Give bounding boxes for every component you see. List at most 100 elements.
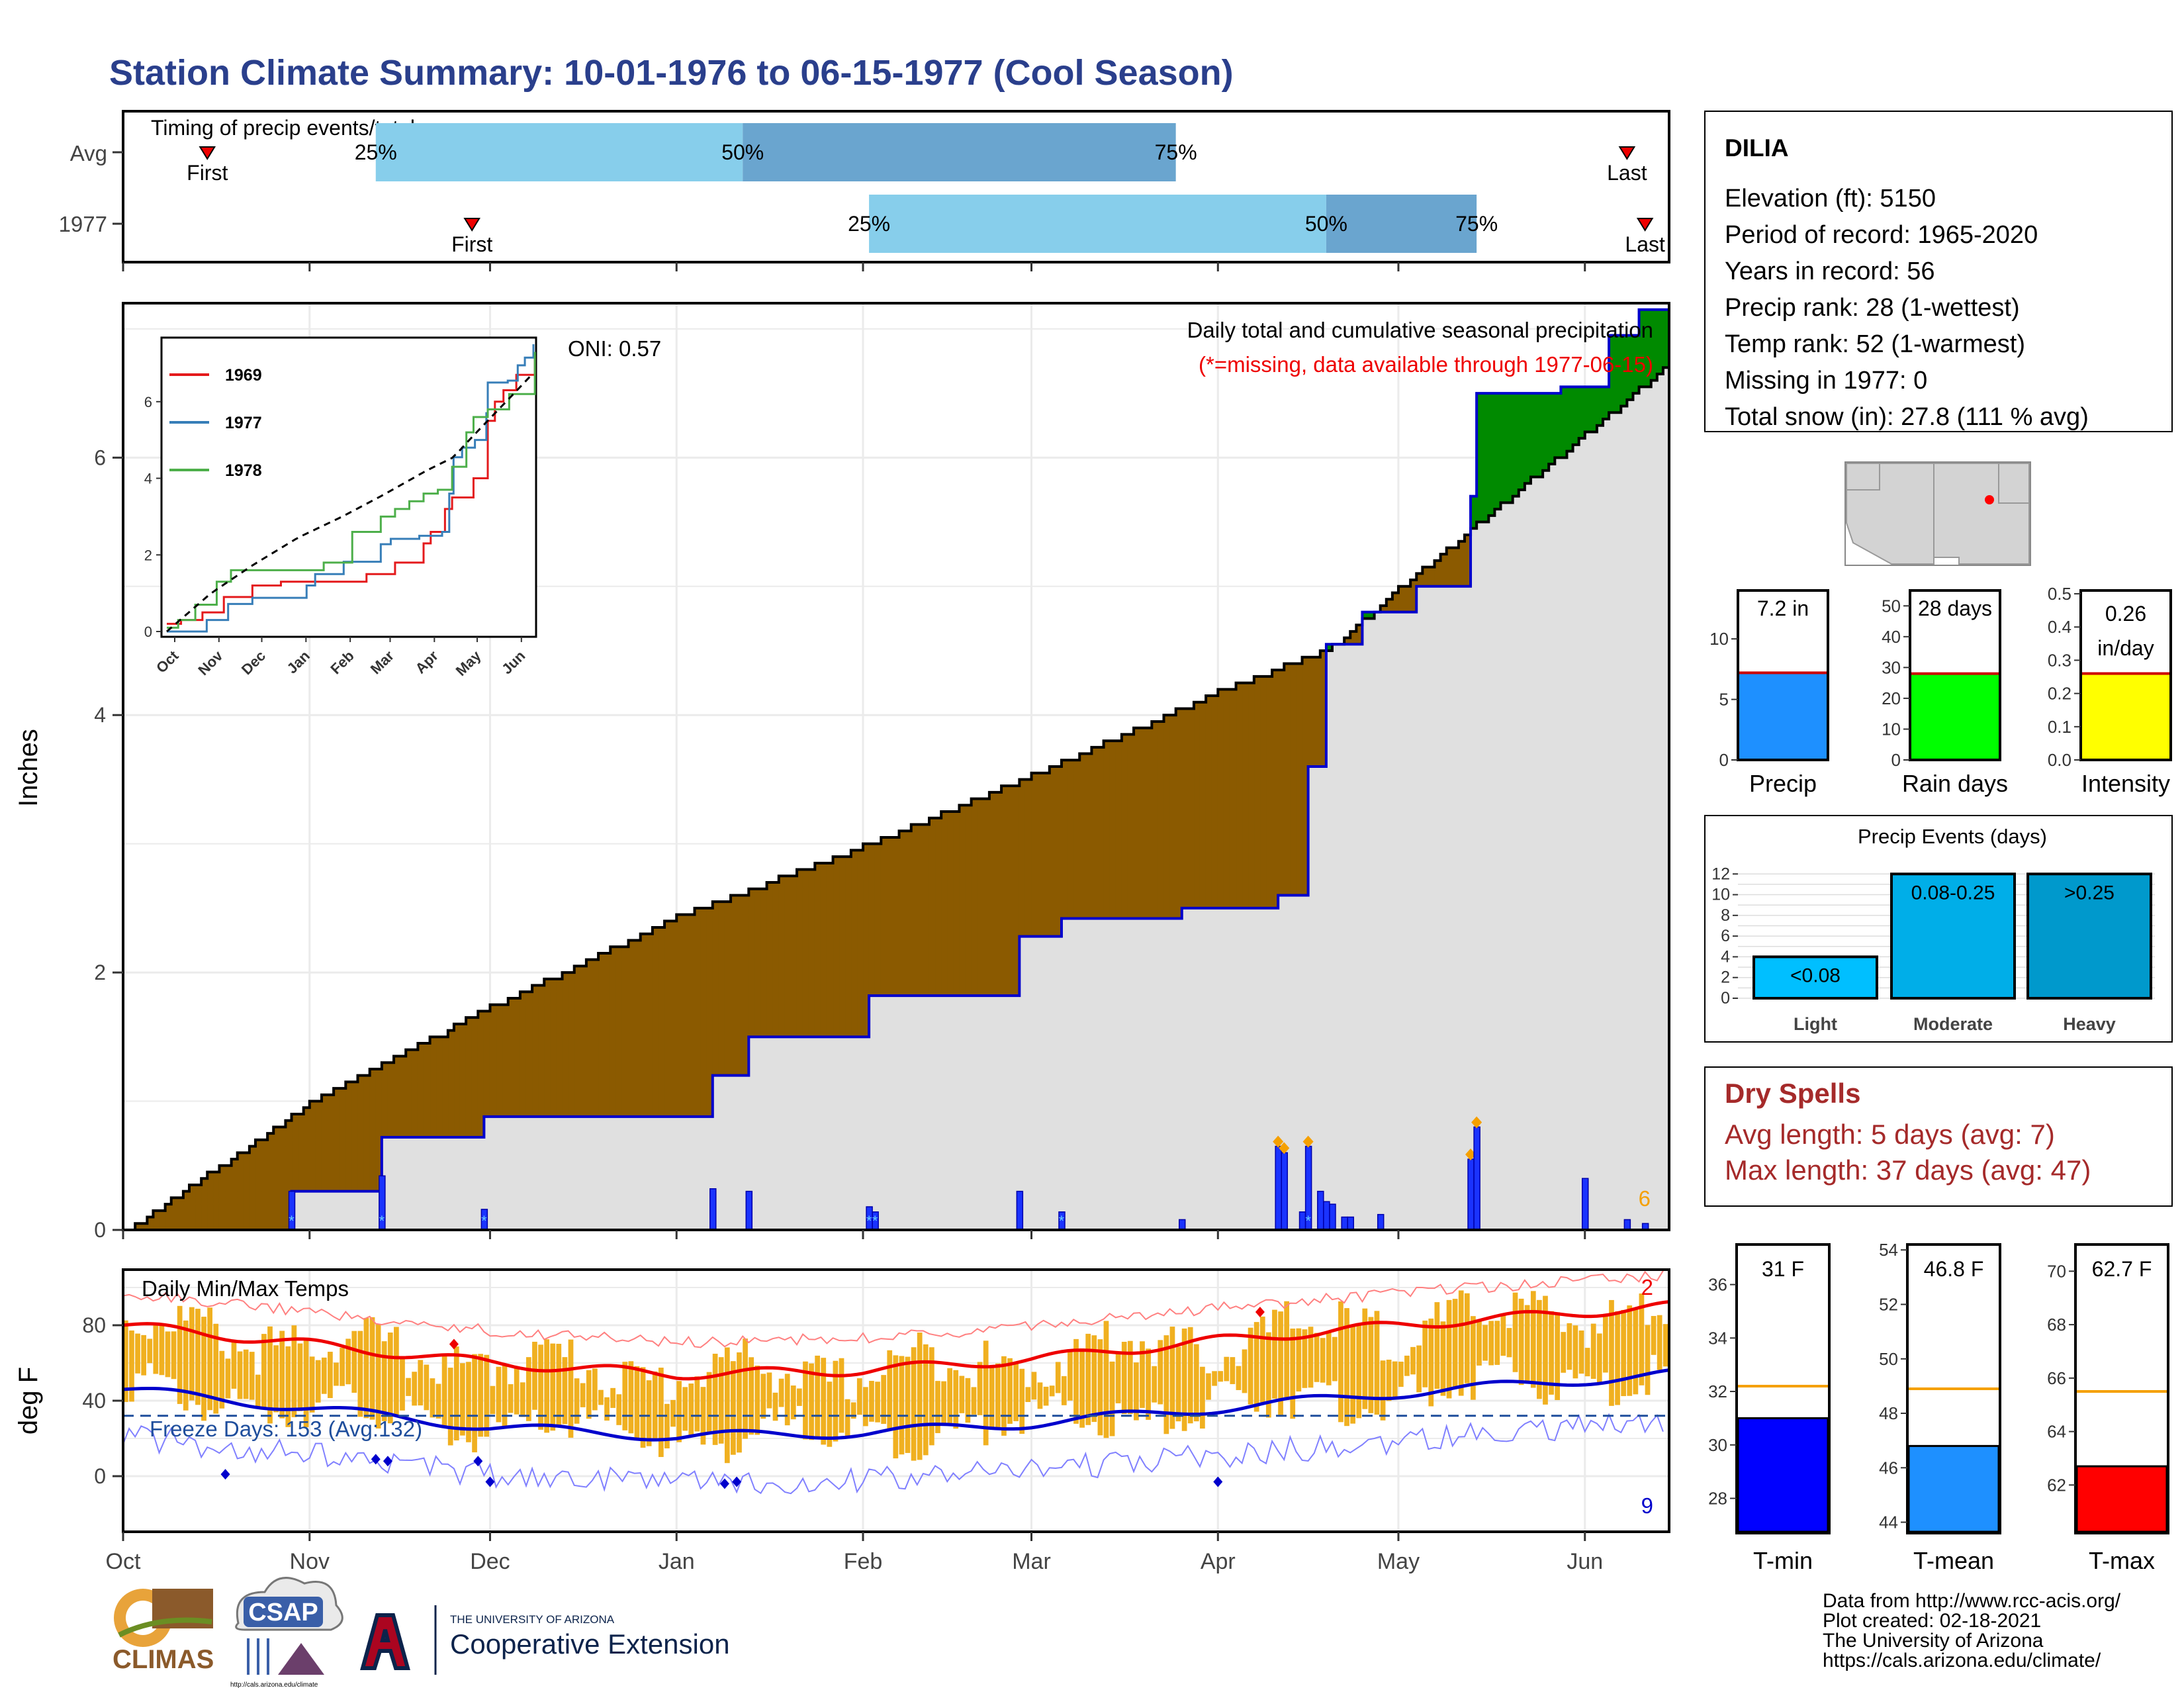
- temp-bar-tick-label: 32: [1708, 1382, 1727, 1401]
- university-arizona-logo: THE UNIVERSITY OF ARIZONA Cooperative Ex…: [360, 1605, 730, 1675]
- events-y-tick-label: 8: [1721, 906, 1730, 925]
- summary-bar-tick-label: 20: [1882, 688, 1901, 708]
- daily-temp-range-bar: [1025, 1387, 1031, 1402]
- daily-temp-range-bar: [911, 1347, 917, 1461]
- daily-temp-range-bar: [1278, 1311, 1283, 1417]
- dry-spells-frame: [1704, 1066, 2173, 1207]
- daily-temp-range-bar: [1657, 1315, 1662, 1370]
- snow-event-marker: *: [866, 1213, 872, 1229]
- daily-temp-range-bar: [899, 1356, 905, 1455]
- daily-temp-range-bar: [1488, 1321, 1494, 1366]
- temp-bar-tick-label: 28: [1708, 1489, 1727, 1509]
- daily-temp-range-bar: [435, 1383, 441, 1419]
- dry-spells-title: Dry Spells: [1725, 1078, 1860, 1109]
- climas-logo-text: CLIMAS: [113, 1645, 214, 1674]
- daily-temp-range-bar: [1248, 1327, 1253, 1405]
- daily-temp-range-bar: [1302, 1329, 1308, 1388]
- temp-bar-tick-label: 34: [1708, 1328, 1727, 1348]
- daily-temp-range-bar: [839, 1358, 844, 1433]
- temp-bar-tick-label: 46: [1879, 1458, 1898, 1477]
- daily-temp-range-bar: [328, 1352, 333, 1399]
- daily-temp-range-bar: [1085, 1333, 1091, 1425]
- daily-temp-range-bar: [334, 1362, 339, 1386]
- temp-y-tick-label: 40: [82, 1389, 106, 1413]
- daily-temp-range-bar: [610, 1387, 615, 1408]
- snow-event-marker: *: [1059, 1213, 1065, 1229]
- summary-bar-tick-label: 0: [1891, 750, 1901, 770]
- station-elevation: Elevation (ft): 5150: [1725, 185, 1936, 212]
- summary-bar-category-label: Precip: [1749, 770, 1817, 797]
- record-temp-marker: [383, 1456, 392, 1467]
- daily-temp-range-bar: [1242, 1349, 1248, 1393]
- daily-temp-range-bar: [1494, 1321, 1500, 1365]
- daily-temp-range-bar: [1530, 1291, 1536, 1388]
- events-y-tick-label: 10: [1711, 886, 1730, 904]
- inset-y-tick-label: 6: [144, 394, 152, 410]
- snow-event-marker: *: [289, 1213, 295, 1229]
- month-axis-label: May: [1377, 1549, 1420, 1574]
- precip-y-tick-label: 6: [94, 445, 106, 469]
- record-temp-marker: [1213, 1476, 1223, 1487]
- daily-precip-bar: [745, 1190, 753, 1231]
- daily-temp-range-bar: [809, 1363, 814, 1440]
- temp-bar-fill: [2075, 1465, 2168, 1533]
- summary-bar-value-label: 0.26: [2105, 602, 2146, 626]
- daily-temp-range-bar: [1482, 1325, 1488, 1361]
- daily-temp-range-bar: [1440, 1321, 1446, 1396]
- daily-temp-range-bar: [953, 1370, 959, 1429]
- page-title: Station Climate Summary: 10-01-1976 to 0…: [109, 53, 1234, 93]
- daily-temp-range-bar: [1398, 1362, 1404, 1387]
- record-min-temp-line: [122, 1413, 1664, 1495]
- daily-temp-range-bar: [1392, 1361, 1398, 1397]
- events-y-tick-label: 0: [1721, 989, 1730, 1008]
- daily-temp-range-bar: [141, 1335, 146, 1376]
- daily-temp-range-bar: [1134, 1362, 1139, 1421]
- ua-small-text: THE UNIVERSITY OF ARIZONA: [450, 1613, 615, 1626]
- daily-temp-range-bar: [977, 1362, 983, 1415]
- daily-temp-range-bar: [887, 1350, 893, 1430]
- daily-temp-range-bar: [453, 1346, 459, 1440]
- daily-temp-range-bar: [1230, 1357, 1236, 1384]
- daily-temp-range-bar: [1259, 1316, 1265, 1403]
- record-temp-marker: [1255, 1307, 1265, 1318]
- record-temp-marker: [485, 1476, 495, 1487]
- precip-cumulative-base-area: [123, 361, 1669, 1230]
- summary-bar-tick-label: 10: [1709, 629, 1729, 649]
- daily-precip-bar: [1623, 1219, 1631, 1231]
- station-info-box: DILIA Elevation (ft): 5150 Period of rec…: [1704, 111, 2173, 432]
- summary-bar-value-label: 28 days: [1918, 596, 1992, 620]
- summary-bar-tick-label: 0.0: [2048, 750, 2071, 770]
- first-event-marker: [463, 218, 480, 232]
- temp-bar-fill: [1907, 1444, 2000, 1533]
- summary-bar-tick-label: 0.4: [2048, 617, 2071, 637]
- snow-event-marker: *: [481, 1213, 487, 1229]
- daily-temp-range-bar: [363, 1317, 369, 1419]
- daily-temp-range-bar: [1506, 1328, 1512, 1358]
- timing-bar-q50-q75: [743, 123, 1176, 181]
- precip-event-bar: [1752, 955, 1878, 1000]
- daily-temp-range-bar: [1609, 1299, 1614, 1406]
- timing-q50-label: 50%: [721, 140, 764, 164]
- daily-temp-range-bar: [574, 1378, 580, 1424]
- daily-temp-range-bar: [1374, 1311, 1380, 1415]
- daily-temp-range-bar: [586, 1370, 592, 1419]
- daily-temp-range-bar: [760, 1374, 766, 1419]
- daily-temp-range-bar: [833, 1360, 839, 1442]
- temp-bar-category-label: T-mean: [1913, 1547, 1994, 1574]
- daily-temp-range-bar: [123, 1320, 128, 1402]
- daily-temp-range-bar: [520, 1382, 525, 1417]
- summary-bar-value-label: 7.2 in: [1757, 596, 1809, 620]
- daily-temp-range-bar: [207, 1307, 212, 1411]
- daily-temp-range-bar: [881, 1375, 887, 1424]
- daily-temp-range-bar: [153, 1323, 159, 1374]
- timing-q50-label: 50%: [1305, 212, 1347, 236]
- ua-extension-text: Cooperative Extension: [450, 1628, 730, 1660]
- daily-temp-range-bar: [923, 1344, 929, 1456]
- station-precip-rank: Precip rank: 28 (1-wettest): [1725, 294, 2020, 322]
- summary-bar-fill: [1739, 673, 1827, 759]
- inset-legend-label: 1978: [225, 461, 262, 480]
- daily-temp-range-bar: [387, 1332, 393, 1424]
- temp-bar-tick-label: 70: [2047, 1261, 2066, 1281]
- daily-temp-range-bar: [538, 1344, 543, 1430]
